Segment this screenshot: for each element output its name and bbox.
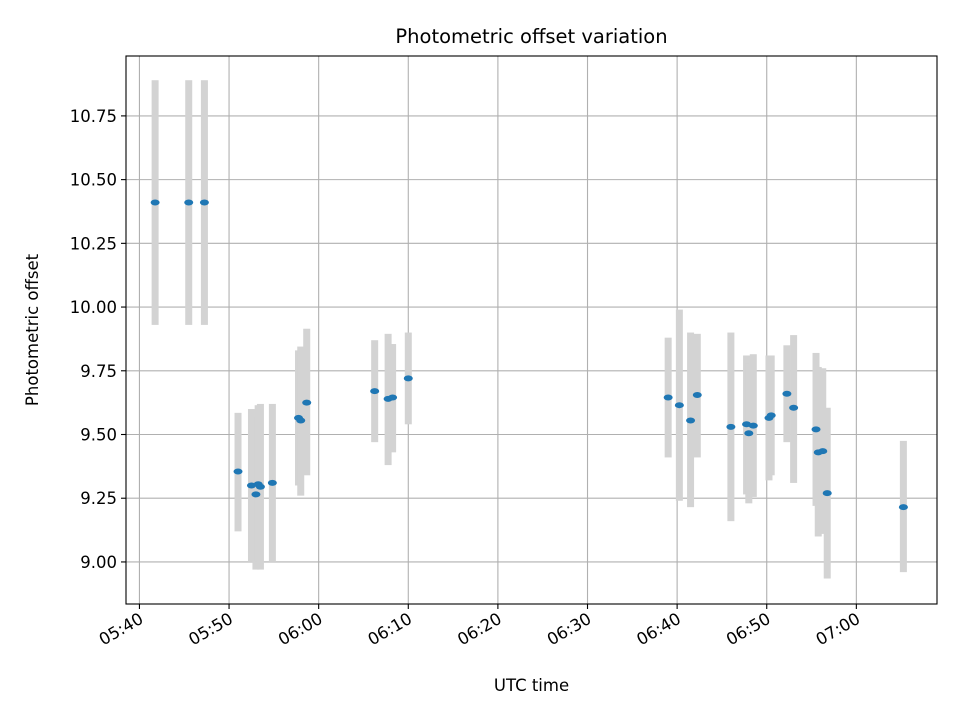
y-axis-label: Photometric offset (23, 253, 42, 406)
data-point (822, 490, 832, 497)
data-point (663, 394, 673, 401)
data-point (674, 402, 684, 409)
x-tick-label: 06:40 (633, 609, 684, 649)
data-point (818, 448, 828, 455)
x-tick-label: 06:50 (723, 609, 774, 649)
data-point (686, 417, 696, 424)
x-tick-label: 06:30 (544, 609, 595, 649)
data-point (150, 199, 160, 206)
x-tick-label: 06:20 (454, 609, 505, 649)
x-tick-label: 07:00 (813, 609, 864, 649)
data-point (255, 483, 265, 490)
data-point (184, 199, 194, 206)
x-axis-label: UTC time (494, 676, 569, 695)
x-tick-label: 05:50 (185, 609, 236, 649)
data-point (766, 412, 776, 419)
x-tick-label: 06:00 (275, 609, 326, 649)
data-point (403, 375, 413, 382)
data-point (726, 423, 736, 430)
y-tick-label: 10.50 (70, 171, 117, 190)
data-point (370, 388, 380, 395)
error-bars (151, 80, 907, 579)
data-point (898, 504, 908, 511)
plot-frame (125, 55, 938, 605)
y-tick-label: 9.25 (80, 489, 117, 508)
data-point (782, 390, 792, 397)
y-tick-label: 9.75 (80, 362, 117, 381)
data-point (748, 422, 758, 429)
chart-title: Photometric offset variation (395, 25, 667, 48)
y-tick-label: 10.75 (70, 107, 117, 126)
x-tick-label: 06:10 (365, 609, 416, 649)
data-point (692, 391, 702, 398)
y-tick-label: 10.25 (70, 234, 117, 253)
data-point (811, 426, 821, 433)
data-point (296, 417, 306, 424)
data-points (150, 199, 908, 511)
data-point (199, 199, 209, 206)
data-point (744, 430, 754, 437)
data-point (251, 491, 261, 498)
y-tick-label: 9.50 (80, 426, 117, 445)
data-point (233, 468, 243, 475)
y-ticks: 9.00 9.25 9.50 9.75 10.00 10.25 10.50 10.75 (70, 107, 126, 572)
data-point (789, 404, 799, 411)
y-tick-label: 9.00 (80, 553, 117, 572)
data-point (267, 479, 277, 486)
x-ticks: 05:40 05:50 06:00 06:10 06:20 06:30 06:40 06:50… (96, 604, 864, 649)
y-tick-label: 10.00 (70, 298, 117, 317)
x-tick-label: 05:40 (96, 609, 147, 649)
data-point (388, 394, 398, 401)
data-point (302, 399, 312, 406)
